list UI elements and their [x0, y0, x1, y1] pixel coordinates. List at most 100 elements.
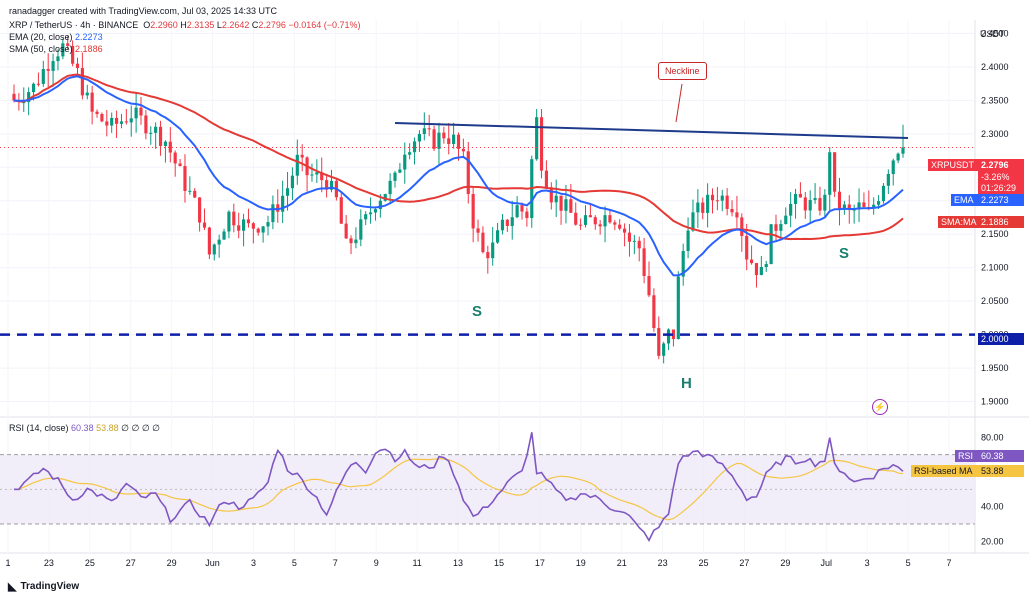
left-shoulder-label: S: [472, 303, 483, 320]
candle-body: [261, 226, 265, 233]
candle-body: [173, 152, 177, 164]
rsi-tick-label: 20.00: [981, 536, 1004, 546]
candle-body: [300, 154, 304, 158]
candle-body: [818, 198, 822, 211]
candle-body: [27, 92, 31, 103]
candle-body: [339, 197, 343, 224]
candle-body: [364, 214, 368, 220]
candle-body: [149, 132, 153, 134]
ema-legend-value: 2.2273: [75, 32, 103, 42]
candle-body: [745, 235, 749, 260]
candle-body: [403, 154, 407, 170]
time-tick-label: 5: [906, 558, 911, 568]
candle-body: [378, 200, 382, 210]
candle-body: [886, 173, 890, 186]
candle-body: [622, 228, 627, 233]
close-value: 2.2796: [258, 20, 286, 30]
candle-body: [354, 239, 358, 244]
candle-body: [237, 225, 241, 231]
candle-body: [779, 224, 783, 231]
time-tick-label: Jul: [821, 558, 833, 568]
rsi-ma-legend-value: 53.88: [96, 423, 119, 433]
candle-body: [476, 228, 480, 233]
candle-body: [222, 231, 226, 240]
candle-body: [212, 244, 216, 255]
candle-body: [183, 166, 187, 191]
ema-legend[interactable]: EMA (20, close) 2.2273: [9, 32, 103, 43]
annotations-layer: [0, 83, 975, 336]
time-tick-label: Jun: [205, 558, 220, 568]
neckline-pointer: [675, 83, 683, 123]
candle-body: [461, 148, 465, 152]
candle-body: [232, 211, 236, 226]
price-tag-countdown: 01:26:29: [978, 182, 1024, 194]
candle-body: [90, 92, 94, 112]
symbol-title[interactable]: XRP / TetherUS · 4h · BINANCE: [9, 20, 139, 30]
rsi-ma-line: [14, 458, 904, 521]
price-tick-label: 2.4000: [981, 62, 1009, 72]
candle-body: [632, 240, 636, 242]
level-tag: 2.0000: [978, 333, 1024, 345]
candle-body: [813, 198, 817, 201]
candle-body: [569, 199, 573, 213]
rsi-ma-tag-value: 53.88: [978, 465, 1024, 477]
candle-body: [41, 68, 45, 84]
candle-body: [872, 204, 876, 209]
candle-body: [193, 190, 197, 198]
candle-body: [847, 204, 851, 211]
candle-body: [251, 223, 255, 229]
price-tick-label: 2.4500: [981, 28, 1009, 38]
candle-body: [720, 195, 724, 201]
time-tick-label: 29: [780, 558, 790, 568]
candle-body: [554, 195, 558, 203]
candle-body: [158, 126, 163, 146]
sma-legend-value: 2.1886: [75, 44, 103, 54]
candle-body: [735, 212, 739, 218]
candle-body: [574, 212, 578, 225]
candle-body: [637, 240, 641, 249]
lightning-icon[interactable]: ⚡: [872, 399, 888, 415]
candle-body: [144, 115, 148, 134]
candle-body: [652, 295, 656, 329]
candle-body: [80, 68, 84, 96]
candle-body: [276, 204, 280, 212]
candle-body: [85, 92, 89, 96]
neckline-line: [394, 122, 909, 139]
rsi-pane: [0, 432, 975, 543]
candle-body: [178, 163, 182, 167]
candle-body: [281, 195, 285, 212]
candle-body: [593, 217, 597, 225]
candle-body: [686, 230, 690, 252]
candle-body: [124, 121, 128, 123]
candle-body: [134, 107, 138, 119]
time-tick-label: 17: [535, 558, 545, 568]
currency-label: USDT: [980, 29, 1005, 39]
time-tick-label: 23: [44, 558, 54, 568]
ema-20-line: [13, 75, 904, 277]
candle-body: [427, 128, 431, 130]
time-tick-label: 7: [333, 558, 338, 568]
change-value: −0.0164 (−0.71%): [288, 20, 361, 30]
candle-body: [110, 117, 114, 126]
low-label: L: [216, 20, 222, 30]
candle-body: [642, 248, 646, 276]
candle-body: [666, 329, 671, 344]
candle-body: [676, 276, 680, 340]
candle-body: [31, 83, 36, 93]
price-tag-symbol: XRPUSDT: [928, 159, 983, 171]
candle-body: [837, 191, 842, 209]
candle-body: [422, 128, 426, 134]
candle-body: [119, 121, 124, 124]
candle-body: [510, 217, 514, 226]
candle-body: [471, 194, 475, 229]
candle-body: [803, 197, 807, 211]
price-tag-value: 2.2796: [978, 159, 1024, 171]
candle-body: [408, 152, 412, 155]
candle-body: [662, 343, 666, 356]
candle-body: [901, 147, 905, 154]
candle-body: [481, 232, 485, 253]
open-value: 2.2960: [150, 20, 178, 30]
rsi-legend[interactable]: RSI (14, close) 60.38 53.88 ∅ ∅ ∅ ∅: [9, 423, 160, 434]
right-shoulder-label: S: [839, 245, 850, 262]
sma-legend[interactable]: SMA (50, close) 2.1886: [9, 44, 103, 55]
